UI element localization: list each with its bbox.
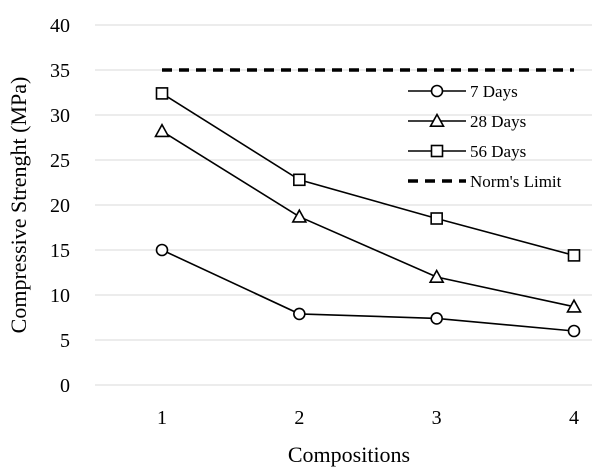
- legend-label-3: Norm's Limit: [470, 172, 562, 191]
- x-tick-labels: 1 2 3 4: [157, 407, 579, 429]
- legend-label-2: 56 Days: [470, 142, 526, 161]
- data-point-1-1: [291, 208, 308, 223]
- legend-marker-2: [430, 144, 444, 158]
- legend-item-1: 28 Days: [408, 112, 526, 131]
- x-tick-label-2: 3: [432, 407, 442, 429]
- y-tick-label-1: 5: [60, 330, 70, 352]
- y-tick-label-3: 15: [50, 240, 70, 262]
- data-point-0-0: [155, 243, 169, 257]
- data-point-1-0: [154, 123, 170, 138]
- x-tick-label-1: 2: [294, 407, 304, 429]
- data-point-1-3: [566, 298, 582, 313]
- data-point-0-1: [293, 307, 306, 321]
- y-tick-label-0: 0: [60, 375, 70, 397]
- x-tick-label-3: 4: [569, 407, 579, 429]
- gridlines: [95, 24, 592, 386]
- legend-label-1: 28 Days: [470, 112, 526, 131]
- legend-marker-1: [429, 112, 445, 127]
- legend-label-0: 7 Days: [470, 82, 518, 101]
- series-line-1: [161, 130, 575, 308]
- x-tick-label-0: 1: [157, 407, 167, 429]
- legend-item-0: 7 Days: [408, 82, 518, 101]
- legend-marker-0: [430, 84, 444, 98]
- data-point-2-1: [293, 173, 306, 187]
- y-axis-label: Compressive Strenght (MPa): [6, 77, 31, 334]
- data-point-2-3: [567, 249, 581, 262]
- series-2: [155, 87, 581, 262]
- x-axis-label: Compositions: [288, 442, 410, 467]
- data-point-1-2: [428, 268, 445, 284]
- y-tick-label-4: 20: [50, 195, 70, 217]
- y-tick-label-2: 10: [50, 285, 70, 307]
- legend: 7 Days 28 Days 56 Days Norm's Limit: [408, 82, 562, 191]
- series-line-2: [161, 92, 575, 257]
- series-layer: [154, 87, 582, 338]
- data-point-2-2: [430, 212, 443, 225]
- series-0: [155, 243, 581, 338]
- y-tick-label-8: 40: [50, 15, 70, 37]
- y-tick-label-7: 35: [50, 60, 70, 82]
- data-point-0-2: [430, 312, 443, 325]
- data-point-0-3: [567, 324, 581, 338]
- series-1: [154, 123, 582, 313]
- legend-item-2: 56 Days: [408, 142, 526, 161]
- y-tick-label-5: 25: [50, 150, 70, 172]
- series-line-0: [161, 249, 575, 332]
- legend-item-3: Norm's Limit: [408, 172, 562, 191]
- y-tick-labels: 0 5 10 15 20 25 30 35 40: [50, 15, 70, 397]
- y-tick-label-6: 30: [50, 105, 70, 127]
- data-point-2-0: [155, 87, 169, 100]
